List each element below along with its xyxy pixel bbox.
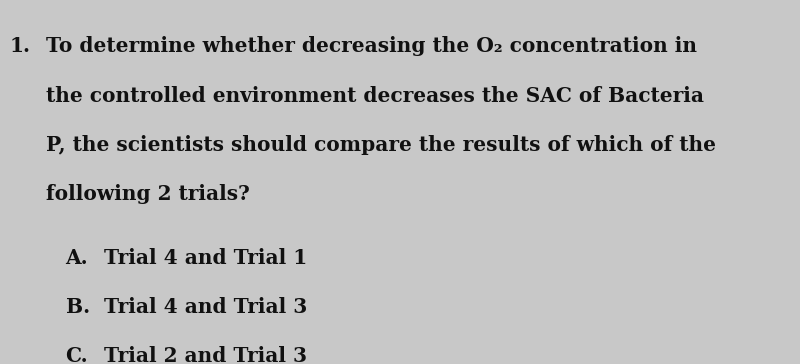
- Text: Trial 4 and Trial 1: Trial 4 and Trial 1: [104, 248, 307, 268]
- Text: following 2 trials?: following 2 trials?: [46, 184, 250, 204]
- Text: Trial 4 and Trial 3: Trial 4 and Trial 3: [104, 297, 307, 317]
- Text: B.: B.: [66, 297, 90, 317]
- Text: Trial 2 and Trial 3: Trial 2 and Trial 3: [104, 346, 307, 364]
- Text: A.: A.: [66, 248, 88, 268]
- Text: the controlled environment decreases the SAC of Bacteria: the controlled environment decreases the…: [46, 86, 704, 106]
- Text: 1.: 1.: [10, 36, 30, 56]
- Text: To determine whether decreasing the O₂ concentration in: To determine whether decreasing the O₂ c…: [46, 36, 698, 56]
- Text: P, the scientists should compare the results of which of the: P, the scientists should compare the res…: [46, 135, 717, 155]
- Text: C.: C.: [66, 346, 88, 364]
